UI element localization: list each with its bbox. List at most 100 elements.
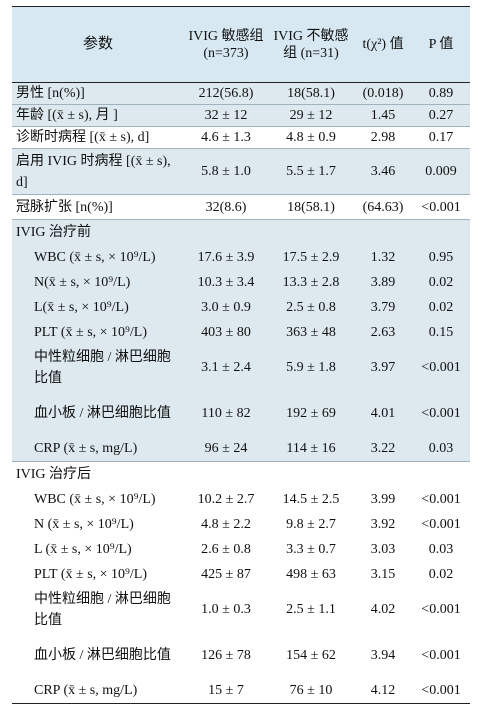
cell-statistic: 3.89 <box>370 274 396 290</box>
cell-insensitive: 2.5 ± 0.8 <box>286 299 336 315</box>
cell-p: 0.89 <box>428 86 454 101</box>
cell-statistic: 3.22 <box>370 441 396 457</box>
table-row: 冠脉扩张 [n(%)] 32(8.6) 18(58.1) (64.63) <0.… <box>12 194 470 220</box>
row-label: N (x̄ ± s, × 10⁹/L) <box>34 516 134 532</box>
cell-sensitive: 32(8.6) <box>184 194 268 220</box>
table-row: N (x̄ ± s, × 10⁹/L) 4.8 ± 2.2 9.8 ± 2.7 … <box>12 511 470 537</box>
cell-p: <0.001 <box>421 602 461 617</box>
cell-insensitive: 9.8 ± 2.7 <box>286 516 336 532</box>
row-label: WBC (x̄ ± s, × 10⁹/L) <box>34 249 156 265</box>
cell-sensitive: 3.0 ± 0.9 <box>201 299 251 315</box>
cell-sensitive: 5.8 ± 1.0 <box>184 148 268 195</box>
cell-insensitive: 29 ± 12 <box>268 104 354 127</box>
cell-sensitive: 126 ± 78 <box>201 648 251 663</box>
cell-p: 0.02 <box>428 274 454 290</box>
cell-statistic: 2.63 <box>370 324 396 340</box>
header-p-value: P 值 <box>428 37 454 52</box>
cell-statistic: 4.12 <box>370 683 396 699</box>
cell-statistic: 4.02 <box>370 602 396 617</box>
cell-statistic: 1.32 <box>370 249 396 265</box>
table-row: CRP (x̄ ± s, mg/L) 96 ± 24 114 ± 16 3.22… <box>12 436 470 462</box>
table-row: 血小板 / 淋巴细胞比值 110 ± 82 192 ± 69 4.01 <0.0… <box>12 390 470 437</box>
cell-p: 0.15 <box>428 324 454 340</box>
cell-statistic: 3.92 <box>370 516 396 532</box>
table-row: 中性粒细胞 / 淋巴细胞比值 1.0 ± 0.3 2.5 ± 1.1 4.02 … <box>12 586 470 633</box>
cell-insensitive: 114 ± 16 <box>286 441 336 457</box>
cell-sensitive: 96 ± 24 <box>204 441 248 457</box>
cell-statistic: 3.99 <box>370 491 396 507</box>
row-label: CRP (x̄ ± s, mg/L) <box>34 683 138 699</box>
row-label: CRP (x̄ ± s, mg/L) <box>34 441 138 457</box>
cell-statistic: 3.15 <box>370 566 396 582</box>
cell-sensitive: 15 ± 7 <box>208 683 244 699</box>
cell-insensitive: 498 ± 63 <box>286 566 336 582</box>
cell-insensitive: 18(58.1) <box>287 86 335 101</box>
cell-p: <0.001 <box>421 406 461 421</box>
cell-sensitive: 17.6 ± 3.9 <box>197 249 255 265</box>
cell-statistic: (64.63) <box>354 194 412 220</box>
table-row: 诊断时病程 [(x̄ ± s), d] 4.6 ± 1.3 4.8 ± 0.9 … <box>12 126 470 149</box>
section-header-row: IVIG 治疗后 <box>12 461 470 487</box>
cell-statistic: 1.45 <box>354 104 412 127</box>
table-row: 血小板 / 淋巴细胞比值 126 ± 78 154 ± 62 3.94 <0.0… <box>12 632 470 679</box>
cell-sensitive: 10.2 ± 2.7 <box>197 491 255 507</box>
row-label: 年龄 [(x̄ ± s), 月 ] <box>12 104 184 127</box>
cell-sensitive: 32 ± 12 <box>184 104 268 127</box>
row-label: L (x̄ ± s, × 10⁹/L) <box>34 541 132 557</box>
cell-p: <0.001 <box>421 491 461 507</box>
row-label: 中性粒细胞 / 淋巴细胞比值 <box>34 349 171 386</box>
data-table: 参数 IVIG 敏感组 (n=373) IVIG 不敏感组 (n=31) t(χ… <box>12 6 470 704</box>
cell-sensitive: 2.6 ± 0.8 <box>201 541 251 557</box>
row-label: 诊断时病程 [(x̄ ± s), d] <box>12 126 184 149</box>
cell-p: 0.95 <box>428 249 454 265</box>
row-label: PLT (x̄ ± s, × 10⁹/L) <box>34 324 148 340</box>
cell-p: <0.001 <box>412 194 470 220</box>
cell-sensitive: 1.0 ± 0.3 <box>201 602 251 617</box>
cell-statistic: 3.46 <box>354 148 412 195</box>
cell-insensitive: 13.3 ± 2.8 <box>282 274 340 290</box>
cell-p: 0.17 <box>412 126 470 149</box>
cell-insensitive: 4.8 ± 0.9 <box>268 126 354 149</box>
cell-p: <0.001 <box>421 360 461 375</box>
cell-sensitive: 212(56.8) <box>198 86 254 101</box>
row-label: 冠脉扩张 [n(%)] <box>12 194 184 220</box>
cell-statistic: 2.98 <box>354 126 412 149</box>
cell-p: 0.03 <box>428 441 454 457</box>
table-row: L(x̄ ± s, × 10⁹/L) 3.0 ± 0.9 2.5 ± 0.8 3… <box>12 294 470 320</box>
section-header-row: IVIG 治疗前 <box>12 219 470 245</box>
table-row: N(x̄ ± s, × 10⁹/L) 10.3 ± 3.4 13.3 ± 2.8… <box>12 269 470 295</box>
cell-p: 0.27 <box>412 104 470 127</box>
header-statistic: t(χ²) 值 <box>362 37 404 52</box>
cell-statistic: (0.018) <box>362 86 404 101</box>
cell-insensitive: 192 ± 69 <box>286 406 336 421</box>
cell-insensitive: 5.9 ± 1.8 <box>286 360 336 375</box>
cell-sensitive: 3.1 ± 2.4 <box>201 360 251 375</box>
cell-sensitive: 4.6 ± 1.3 <box>184 126 268 149</box>
row-label: 中性粒细胞 / 淋巴细胞比值 <box>34 591 171 628</box>
cell-statistic: 3.97 <box>370 360 396 375</box>
table-row: PLT (x̄ ± s, × 10⁹/L) 425 ± 87 498 ± 63 … <box>12 561 470 587</box>
row-label: 启用 IVIG 时病程 [(x̄ ± s), d] <box>12 148 184 195</box>
table-row: 启用 IVIG 时病程 [(x̄ ± s), d] 5.8 ± 1.0 5.5 … <box>12 148 470 195</box>
cell-insensitive: 5.5 ± 1.7 <box>268 148 354 195</box>
row-label: 男性 [n(%)] <box>16 86 85 101</box>
cell-statistic: 4.01 <box>370 406 396 421</box>
cell-insensitive: 17.5 ± 2.9 <box>282 249 340 265</box>
table-row: PLT (x̄ ± s, × 10⁹/L) 403 ± 80 363 ± 48 … <box>12 319 470 345</box>
table-row: CRP (x̄ ± s, mg/L) 15 ± 7 76 ± 10 4.12 <… <box>12 678 470 704</box>
row-label: L(x̄ ± s, × 10⁹/L) <box>34 299 129 315</box>
cell-insensitive: 14.5 ± 2.5 <box>282 491 340 507</box>
table-row: 男性 [n(%)] 212(56.8) 18(58.1) (0.018) 0.8… <box>12 82 470 105</box>
cell-statistic: 3.94 <box>370 648 396 663</box>
cell-insensitive: 3.3 ± 0.7 <box>286 541 336 557</box>
header-sensitive-group: IVIG 敏感组 (n=373) <box>188 28 264 61</box>
cell-insensitive: 18(58.1) <box>268 194 354 220</box>
row-label: PLT (x̄ ± s, × 10⁹/L) <box>34 566 148 582</box>
table-row: WBC (x̄ ± s, × 10⁹/L) 17.6 ± 3.9 17.5 ± … <box>12 244 470 270</box>
cell-insensitive: 154 ± 62 <box>286 648 336 663</box>
table-row: L (x̄ ± s, × 10⁹/L) 2.6 ± 0.8 3.3 ± 0.7 … <box>12 536 470 562</box>
cell-p: 0.02 <box>428 299 454 315</box>
row-label: WBC (x̄ ± s, × 10⁹/L) <box>34 491 156 507</box>
table-row: WBC (x̄ ± s, × 10⁹/L) 10.2 ± 2.7 14.5 ± … <box>12 486 470 512</box>
cell-sensitive: 10.3 ± 3.4 <box>197 274 255 290</box>
